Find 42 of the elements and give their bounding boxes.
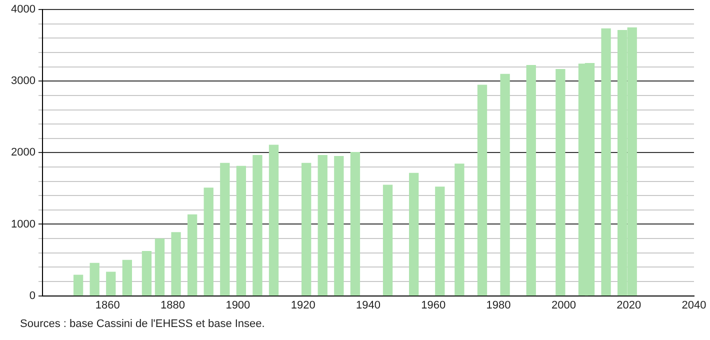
x-tick-label: 1860 (95, 299, 120, 312)
bar (382, 184, 393, 296)
x-tick-label: 2000 (551, 299, 576, 312)
bar (435, 186, 445, 296)
y-tick-label: 1000 (10, 218, 36, 230)
bar (454, 164, 464, 296)
bar (90, 262, 100, 296)
bar (252, 155, 262, 296)
bar (187, 214, 198, 296)
y-tick-label: 0 (29, 290, 36, 302)
bar (334, 156, 344, 296)
source-note: Sources : base Cassini de l'EHESS et base Insee. (20, 318, 265, 330)
bar (204, 188, 214, 296)
x-tick-label: 2040 (682, 299, 706, 312)
x-tick-label: 1900 (226, 299, 250, 312)
bar (73, 274, 84, 296)
bar (268, 144, 279, 296)
bar (526, 65, 536, 296)
x-tick-label: 1880 (160, 299, 186, 312)
bar (409, 172, 419, 296)
x-tick-label: 1980 (486, 299, 511, 312)
bar (500, 74, 510, 296)
bar (318, 155, 328, 296)
bar (477, 84, 488, 296)
y-tick-label: 4000 (10, 4, 36, 16)
bar (556, 68, 566, 296)
bar (302, 162, 312, 296)
x-tick-label: 1920 (290, 299, 316, 312)
bar (154, 238, 165, 296)
y-tick-label: 3000 (10, 75, 36, 88)
bar (122, 260, 132, 296)
x-tick-label: 2020 (616, 299, 642, 312)
x-tick-label: 1940 (356, 299, 380, 312)
bar (142, 250, 152, 296)
y-tick-label: 2000 (10, 146, 36, 159)
bar (106, 272, 116, 296)
bar (220, 162, 230, 296)
bar (236, 166, 246, 296)
bar (171, 232, 181, 296)
x-tick-label: 1960 (421, 299, 446, 312)
bar (601, 28, 611, 296)
bar (350, 152, 360, 296)
